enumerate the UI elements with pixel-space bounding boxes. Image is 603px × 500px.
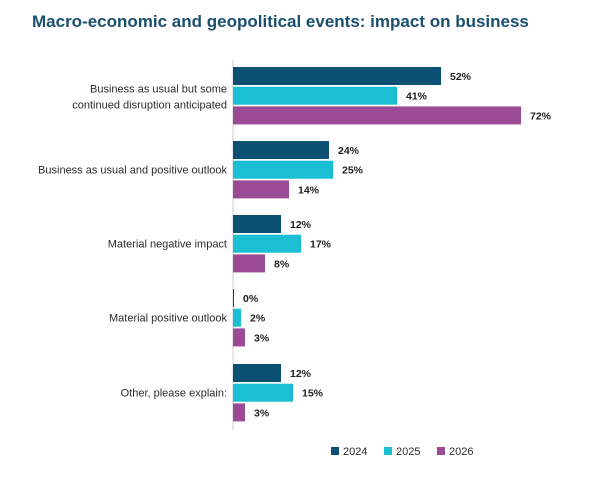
bar-2025-2 [233,234,301,253]
data-label: 12% [290,219,312,231]
legend-swatch-2026 [437,447,445,455]
data-label: 14% [298,184,320,196]
bar-2026-0 [233,106,521,125]
bar-2025-4 [233,383,293,402]
bar-2024-1 [233,141,329,159]
bar-2026-2 [233,254,265,273]
data-label: 72% [530,110,552,122]
legend-label: 2024 [343,446,367,458]
data-label: 52% [450,71,472,83]
category-label: Material negative impact [108,239,227,251]
data-label: 17% [310,239,332,251]
bar-2026-3 [233,328,245,347]
legend-label: 2026 [449,446,473,458]
category-label: Business as usual and positive outlook [38,165,227,177]
bar-2026-1 [233,180,289,199]
data-label: 3% [254,332,270,344]
bar-2025-1 [233,160,333,179]
bar-2024-3 [233,289,234,307]
data-label: 3% [254,407,270,419]
data-label: 24% [338,145,360,157]
bar-2024-2 [233,215,281,233]
legend-label: 2025 [396,446,420,458]
category-label: Business as usual but some continued disr… [72,84,227,112]
data-label: 12% [290,368,312,380]
data-label: 15% [302,388,324,400]
bar-2024-0 [233,67,441,85]
data-label: 41% [406,91,428,103]
data-label: 8% [274,258,290,270]
legend-swatch-2024 [331,447,339,455]
data-label: 0% [243,293,259,305]
chart-title: Macro-economic and geopolitical events: … [32,12,529,31]
bar-2026-4 [233,403,245,422]
category-label: Other, please explain: [121,388,227,400]
data-label: 2% [250,313,266,325]
data-label: 25% [342,165,364,177]
bar-2025-3 [233,308,241,327]
category-label: Material positive outlook [109,313,228,325]
bar-2024-4 [233,364,281,382]
legend-swatch-2025 [384,447,392,455]
bar-2025-0 [233,86,397,105]
